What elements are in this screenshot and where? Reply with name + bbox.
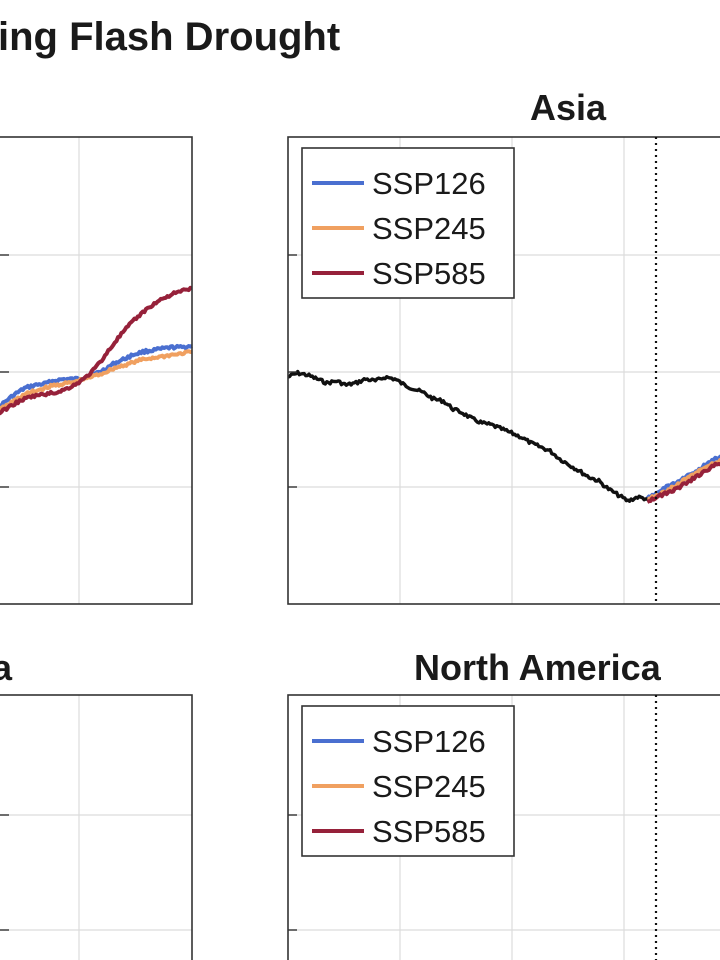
axes-frame-top-left xyxy=(0,136,193,605)
figure-title: ing Flash Drought xyxy=(0,15,340,59)
grid-lines-bottom-left xyxy=(0,695,192,960)
axes-frame-asia xyxy=(287,136,720,605)
legend-label-ssp245: SSP245 xyxy=(372,211,486,246)
axes-frame-bottom-left xyxy=(0,694,193,960)
panel-top-left xyxy=(0,136,193,605)
axes-frame-north-america xyxy=(287,694,720,960)
series-line-historical xyxy=(287,369,648,503)
axes-box xyxy=(287,136,720,605)
panel-bottom-left: a xyxy=(0,647,193,960)
legend-label-ssp585: SSP585 xyxy=(372,814,486,849)
panel-title-asia: Asia xyxy=(530,87,607,128)
series-line-ssp585 xyxy=(646,461,720,504)
legend-asia: SSP126 SSP245 SSP585 xyxy=(301,147,515,299)
series-lines-asia xyxy=(287,369,720,504)
panel-title-bottom-left: a xyxy=(0,647,13,688)
legend-north-america: SSP126 SSP245 SSP585 xyxy=(301,705,515,857)
series-line-ssp245 xyxy=(0,349,193,413)
axes-box xyxy=(0,136,193,605)
legend-label-ssp126: SSP126 xyxy=(372,166,486,201)
legend-label-ssp245: SSP245 xyxy=(372,769,486,804)
legend-label-ssp585: SSP585 xyxy=(372,256,486,291)
series-lines-top-left xyxy=(0,285,193,416)
axes-box xyxy=(0,694,193,960)
series-line-ssp245 xyxy=(645,457,720,502)
series-line-ssp585 xyxy=(0,285,193,416)
panel-title-north-america: North America xyxy=(414,647,662,688)
axes-box xyxy=(287,694,720,960)
panel-asia: Asia SSP126 SSP245 SSP585 xyxy=(287,87,720,605)
panel-north-america: North America SSP126 SSP245 SSP585 xyxy=(287,647,720,960)
series-line-ssp126 xyxy=(645,454,720,500)
legend-label-ssp126: SSP126 xyxy=(372,724,486,759)
